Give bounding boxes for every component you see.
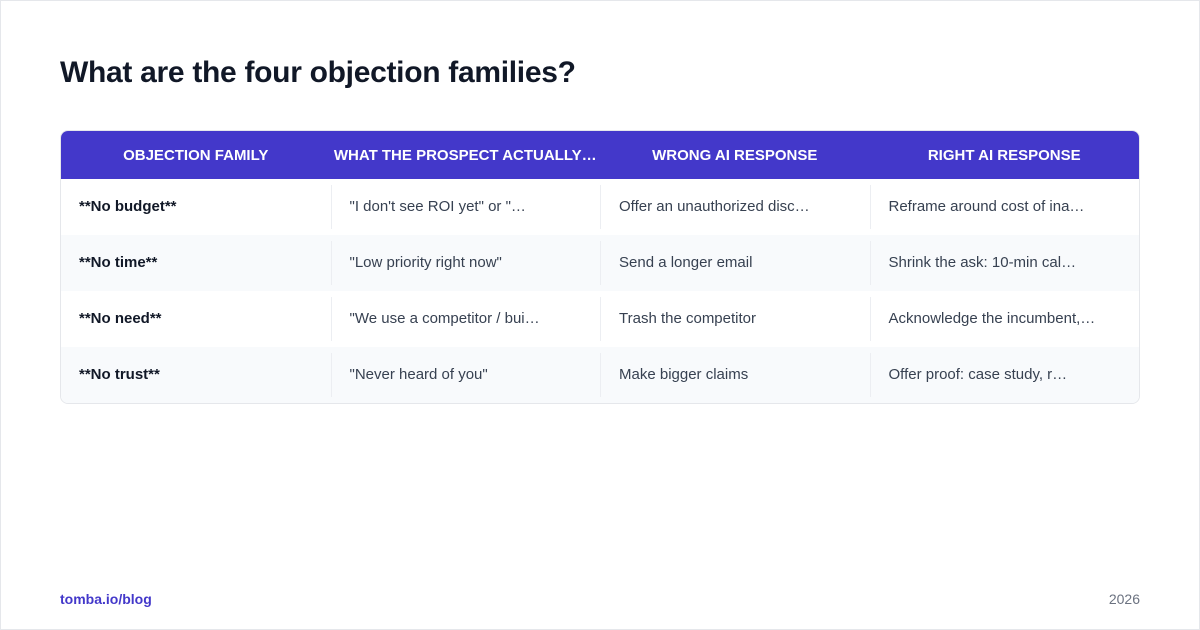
title: What are the four objection families? xyxy=(60,56,576,89)
table: OBJECTION FAMILY WHAT THE PROSPECT ACTUAL… xyxy=(60,130,1140,404)
table-cell: "Low priority right now" xyxy=(330,241,601,285)
column-header: RIGHT AI RESPONSE xyxy=(927,146,1081,164)
table-cell: "I don't see ROI yet" or "… xyxy=(330,185,601,229)
table-cell: Make bigger claims xyxy=(600,353,870,397)
table-row: **No time** "Low priority right now" Send … xyxy=(61,235,1139,291)
table-row: **No trust** "Never heard of you" Make big… xyxy=(61,347,1139,403)
table-cell: Shrink the ask: 10-min cal… xyxy=(869,241,1140,285)
table-cell: Send a longer email xyxy=(600,241,870,285)
table-cell: Offer an unauthorized disc… xyxy=(600,185,870,229)
table-cell: **No need** xyxy=(79,310,162,327)
table-cell: **No budget** xyxy=(79,198,177,215)
table-cell: Trash the competitor xyxy=(600,297,870,341)
header-row: OBJECTION FAMILY WHAT THE PROSPECT ACTUAL… xyxy=(61,131,1139,179)
source-link[interactable]: tomba.io/blog xyxy=(60,591,152,607)
table-cell: Acknowledge the incumbent,… xyxy=(869,297,1140,341)
table-cell: **No time** xyxy=(79,254,158,271)
column-header: WHAT THE PROSPECT ACTUALLY… xyxy=(333,146,597,164)
year: 2026 xyxy=(1108,591,1140,607)
table-cell: **No trust** xyxy=(79,366,160,383)
table-row: **No need** "We use a competitor / bui… Tr… xyxy=(61,291,1139,347)
table-cell: "Never heard of you" xyxy=(330,353,601,397)
table-cell: Offer proof: case study, r… xyxy=(869,353,1140,397)
column-header: OBJECTION FAMILY xyxy=(123,146,269,164)
table-cell: Reframe around cost of ina… xyxy=(869,185,1140,229)
table-cell: "We use a competitor / bui… xyxy=(330,297,601,341)
table-row: **No budget** "I don't see ROI yet" or "…… xyxy=(61,179,1139,235)
column-header: WRONG AI RESPONSE xyxy=(652,146,818,164)
